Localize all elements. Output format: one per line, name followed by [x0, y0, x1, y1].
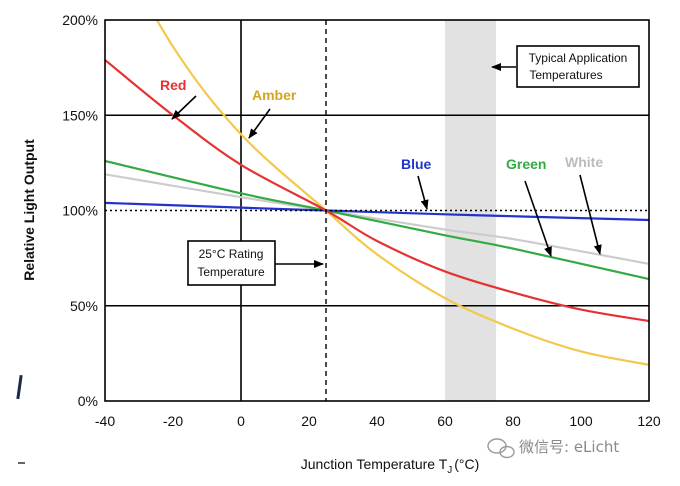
application-temperatures-box: Typical Application Temperatures [516, 45, 640, 88]
series-label-green: Green [506, 156, 546, 172]
x-axis-title: Junction Temperature TJ (°C) [301, 456, 480, 476]
y-tick-label: 0% [78, 393, 98, 409]
x-tick-label: 40 [369, 413, 385, 429]
series-line-blue [105, 201, 649, 222]
rating-temperature-line-1: 25°C Rating [199, 247, 264, 261]
wechat-icon [487, 438, 515, 459]
x-tick-label: 20 [301, 413, 317, 429]
series-line-white [105, 173, 649, 265]
series-label-red: Red [160, 77, 186, 93]
series-label-white: White [565, 154, 603, 170]
scan-dash [18, 462, 25, 464]
series-label-amber: Amber [252, 87, 297, 103]
y-tick-label: 150% [62, 107, 98, 123]
x-tick-label: 120 [637, 413, 661, 429]
x-tick-label: -20 [163, 413, 183, 429]
rating-temperature-box: 25°C Rating Temperature [187, 240, 276, 286]
x-axis-title-unit: (°C) [454, 456, 479, 472]
rating-temperature-line-2: Temperature [197, 265, 265, 279]
leader-arrows [171, 63, 602, 268]
x-tick-label: 100 [569, 413, 593, 429]
watermark: 微信号: eLicht [487, 438, 619, 459]
y-tick-label: 200% [62, 12, 98, 28]
amber-leader-arrow [248, 108, 271, 139]
white-leader-arrow [579, 174, 602, 255]
application-temperatures-line-1: Typical Application [529, 51, 628, 65]
series-line-red [105, 59, 649, 323]
application-temperatures-box-frame [516, 45, 640, 88]
series-line-amber [155, 20, 649, 366]
rating-temperature-box-frame [187, 240, 276, 286]
blue-leader-arrow [417, 175, 429, 210]
y-tick-label: 50% [70, 298, 98, 314]
x-tick-label: -40 [95, 413, 115, 429]
watermark-text: 微信号: eLicht [519, 438, 619, 456]
y-axis-title: Relative Light Output [21, 139, 37, 281]
x-tick-label: 80 [505, 413, 521, 429]
x-tick-label: 0 [237, 413, 245, 429]
plot-frame [104, 19, 650, 402]
x-axis-title-subscript: J [447, 465, 452, 476]
series-line-green [105, 159, 649, 281]
application-temperatures-line-2: Temperatures [529, 68, 602, 82]
green-leader-arrow [524, 180, 552, 257]
x-axis-title-main: Junction Temperature T [301, 456, 448, 472]
series-label-blue: Blue [401, 156, 432, 172]
scan-mark [16, 374, 23, 400]
y-tick-label: 100% [62, 203, 98, 219]
x-tick-label: 60 [437, 413, 453, 429]
red-leader-arrow [171, 95, 197, 120]
